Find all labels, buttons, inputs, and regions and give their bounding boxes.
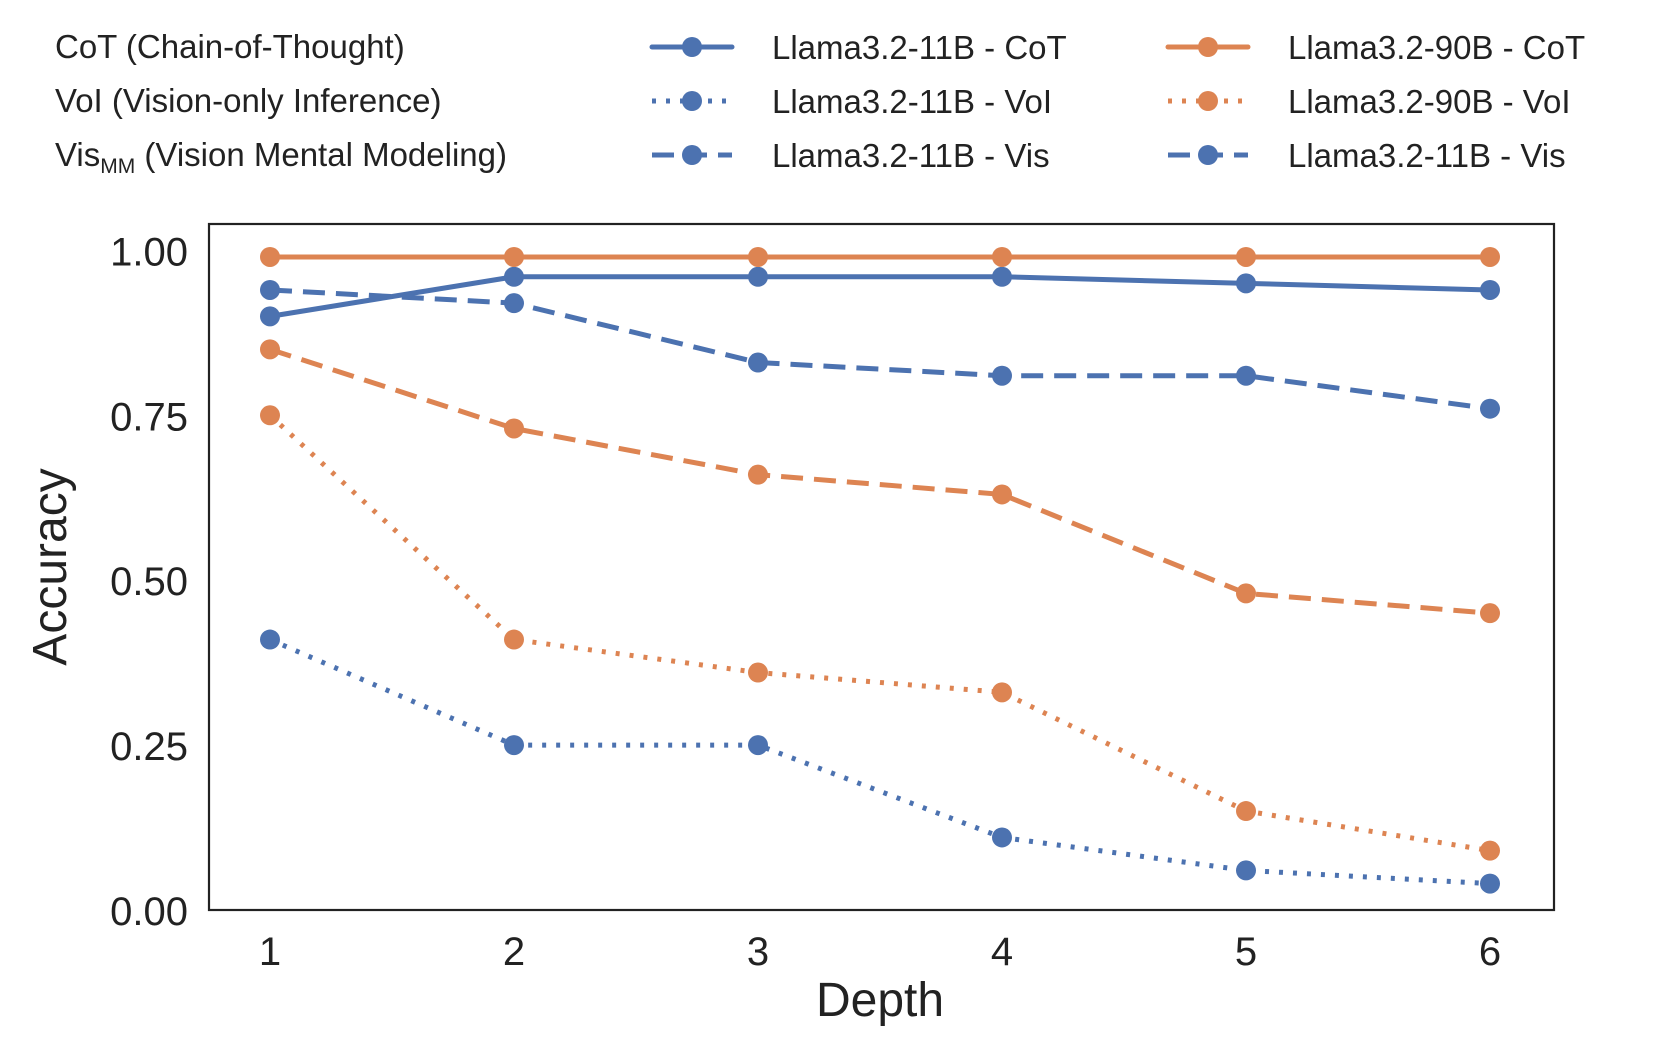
series-line	[269, 287, 1491, 412]
y-tick-label: 0.50	[110, 560, 188, 604]
plot-series	[260, 246, 1500, 894]
data-point	[1480, 603, 1500, 624]
legend-entry-llama3-2-11b-voi-dotted: Llama3.2-11B - VoI	[652, 83, 1052, 120]
series-llama3-2-11b-voi-dotted	[260, 629, 1500, 894]
abbreviation-term: CoT	[55, 28, 117, 65]
series-llama3-2-90b-vis-dashed	[260, 339, 1500, 624]
legend-label: Llama3.2-11B - CoT	[772, 29, 1067, 66]
data-point	[504, 246, 524, 267]
x-axis-ticks: 1 2 3 4 5 6	[259, 930, 1501, 974]
data-point	[748, 352, 768, 373]
data-point	[504, 418, 524, 439]
x-tick-label: 1	[259, 930, 281, 974]
series-llama3-2-90b-cot-solid	[260, 246, 1500, 267]
data-point	[748, 735, 768, 756]
abbreviation-entry: VisMM (Vision Mental Modeling)	[55, 136, 507, 178]
x-tick-label: 6	[1479, 930, 1501, 974]
data-point	[1480, 398, 1500, 419]
legend-label: Llama3.2-90B - CoT	[1288, 29, 1585, 66]
legend-label: Llama3.2-11B - Vis	[772, 137, 1050, 174]
series-line	[267, 274, 1493, 319]
abbreviation-legend: CoT (Chain-of-Thought) VoI (Vision-only I…	[55, 28, 507, 178]
abbreviation-description: (Vision Mental Modeling)	[135, 136, 507, 173]
abbreviation-term: VoI	[55, 82, 103, 119]
series-llama3-2-90b-voi-dotted	[260, 405, 1500, 861]
data-point	[260, 246, 280, 267]
x-tick-label: 2	[503, 930, 525, 974]
series-llama3-2-11b-cot-solid	[260, 266, 1500, 327]
data-point	[1236, 273, 1256, 294]
legend-label: Llama3.2-11B - Vis	[1288, 137, 1566, 174]
legend-label: Llama3.2-11B - VoI	[772, 83, 1052, 120]
abbreviation-entry: CoT (Chain-of-Thought)	[55, 28, 405, 65]
data-point	[992, 484, 1012, 505]
data-point	[992, 682, 1012, 703]
y-axis-label: Accuracy	[24, 468, 77, 665]
data-point	[748, 464, 768, 485]
data-point	[1236, 583, 1256, 604]
legend-marker	[682, 37, 702, 57]
data-point	[1480, 840, 1500, 861]
plot-frame	[207, 222, 1556, 912]
data-point	[748, 662, 768, 683]
x-tick-label: 5	[1235, 930, 1257, 974]
abbreviation-description: (Chain-of-Thought)	[117, 28, 405, 65]
data-point	[504, 293, 524, 314]
x-axis-label: Depth	[816, 974, 944, 1027]
data-point	[1236, 860, 1256, 881]
abbreviation-subscript: MM	[100, 155, 135, 178]
abbreviation-entry: VoI (Vision-only Inference)	[55, 82, 441, 119]
data-point	[992, 365, 1012, 386]
abbreviation-description: (Vision-only Inference)	[103, 82, 442, 119]
y-tick-label: 0.00	[110, 890, 188, 934]
data-point	[1236, 365, 1256, 386]
legend-marker	[1198, 91, 1218, 111]
legend-entry-llama3-2-11b-vis-dashed: Llama3.2-11B - Vis	[652, 137, 1050, 174]
y-tick-label: 1.00	[110, 230, 188, 274]
legend-marker	[682, 145, 702, 165]
data-point	[1480, 246, 1500, 267]
data-point	[1236, 801, 1256, 822]
legend-entry-llama3-2-90b-voi-dotted: Llama3.2-90B - VoI	[1168, 83, 1571, 120]
data-point	[504, 629, 524, 650]
legend-marker	[1198, 145, 1218, 165]
data-point	[260, 279, 280, 300]
data-point	[748, 266, 768, 287]
legend-marker	[1198, 37, 1218, 57]
data-point	[992, 246, 1012, 267]
data-point	[260, 306, 280, 327]
series-legend: Llama3.2-11B - CoT Llama3.2-11B - VoI Llam…	[649, 29, 1585, 174]
data-point	[504, 266, 524, 287]
data-point	[992, 827, 1012, 848]
data-point	[260, 405, 280, 426]
data-point	[992, 266, 1012, 287]
data-point	[260, 629, 280, 650]
legend-entry-llama3-2-11b-cot-solid: Llama3.2-11B - CoT	[649, 29, 1067, 66]
abbreviation-term: Vis	[55, 136, 100, 173]
data-point	[748, 246, 768, 267]
legend-marker	[682, 91, 702, 111]
data-point	[1480, 279, 1500, 300]
series-llama3-2-11b-vis-dashed	[260, 279, 1500, 419]
data-point	[1236, 246, 1256, 267]
y-tick-label: 0.25	[110, 725, 188, 769]
series-line	[268, 413, 1491, 854]
data-point	[1480, 873, 1500, 894]
y-tick-label: 0.75	[110, 395, 188, 439]
legend-entry-llama3-2-11b-vis-dashed: Llama3.2-11B - Vis	[1168, 137, 1566, 174]
data-point	[504, 735, 524, 756]
x-tick-label: 3	[747, 930, 769, 974]
y-axis-ticks: 0.00 0.25 0.50 0.75 1.00	[110, 230, 188, 934]
legend-entry-llama3-2-90b-cot-solid: Llama3.2-90B - CoT	[1165, 29, 1585, 66]
series-line	[269, 637, 1491, 887]
data-point	[260, 339, 280, 360]
x-tick-label: 4	[991, 930, 1013, 974]
legend-label: Llama3.2-90B - VoI	[1288, 83, 1571, 120]
series-line	[269, 346, 1491, 616]
